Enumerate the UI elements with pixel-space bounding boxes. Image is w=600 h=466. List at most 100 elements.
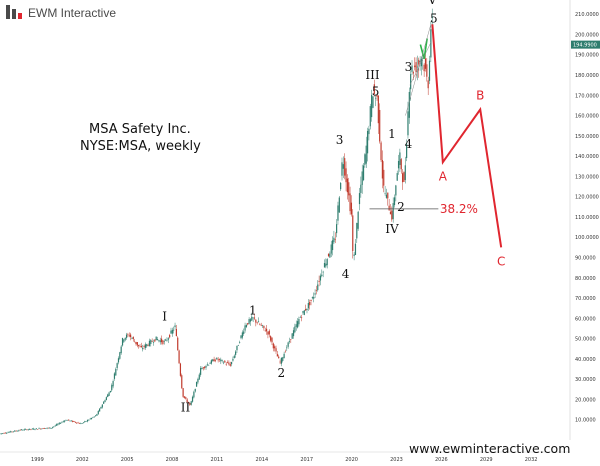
candle-body bbox=[170, 330, 172, 334]
candle-body bbox=[90, 417, 93, 420]
candle-body bbox=[167, 338, 169, 340]
candle-body bbox=[41, 428, 43, 430]
chart-title: MSA Safety Inc. bbox=[89, 122, 191, 137]
candle-body bbox=[34, 429, 36, 430]
candle-body bbox=[165, 339, 167, 341]
candle-body bbox=[144, 344, 147, 348]
candle-body bbox=[375, 97, 377, 99]
candle-body bbox=[100, 406, 102, 409]
candle-body bbox=[372, 96, 374, 108]
candle-body bbox=[342, 164, 344, 169]
candle-body bbox=[61, 422, 63, 423]
candle-body bbox=[73, 421, 75, 422]
candle-body bbox=[369, 106, 371, 127]
candle-body bbox=[107, 394, 109, 398]
wave-label: 2 bbox=[397, 200, 405, 214]
candle-body bbox=[283, 353, 285, 359]
candle-body bbox=[12, 431, 15, 433]
green-subwave bbox=[405, 24, 432, 116]
candle-body bbox=[256, 322, 258, 324]
candle-body bbox=[327, 253, 330, 257]
candle-body bbox=[401, 173, 404, 183]
candle-body bbox=[124, 337, 126, 340]
candle-body bbox=[356, 222, 358, 239]
candle-body bbox=[15, 430, 17, 432]
candle-body bbox=[43, 428, 46, 429]
brand-logo: EWM Interactive bbox=[6, 5, 116, 20]
wave-label: I bbox=[162, 309, 167, 323]
candle-body bbox=[58, 422, 60, 425]
candle-body bbox=[361, 171, 363, 185]
candle-body bbox=[14, 430, 16, 432]
candle-body bbox=[305, 309, 307, 311]
y-tick-label: 170.0000 bbox=[575, 93, 599, 99]
candle-body bbox=[420, 58, 423, 67]
projected-wave-label: C bbox=[497, 255, 505, 269]
candle-body bbox=[261, 325, 264, 326]
candle-body bbox=[346, 178, 348, 193]
candle-body bbox=[362, 165, 365, 181]
candle-body bbox=[358, 193, 361, 205]
candle-body bbox=[353, 254, 355, 256]
candle-body bbox=[388, 205, 390, 211]
candle-body bbox=[116, 363, 118, 368]
y-tick-label: 30.0000 bbox=[575, 377, 596, 383]
candle-body bbox=[97, 410, 99, 414]
candlestick-series bbox=[0, 8, 433, 435]
candle-body bbox=[72, 420, 74, 422]
candle-body bbox=[175, 329, 177, 337]
y-tick-label: 210.0000 bbox=[575, 12, 599, 18]
candle-body bbox=[430, 29, 432, 58]
candle-body bbox=[376, 95, 378, 97]
candle-body bbox=[426, 64, 428, 77]
last-price-value: 194.9900 bbox=[573, 43, 597, 49]
x-tick-label: 2008 bbox=[166, 457, 179, 463]
candle-body bbox=[209, 363, 211, 365]
candle-body bbox=[278, 356, 280, 359]
y-axis: 10.0000 20.0000 30.0000 40.0000 50.0000 60.00… bbox=[569, 0, 599, 440]
candle-body bbox=[151, 341, 153, 342]
candle-body bbox=[27, 429, 29, 431]
candle-body bbox=[0, 433, 2, 435]
candle-body bbox=[19, 429, 21, 431]
candle-body bbox=[62, 421, 64, 422]
candle-body bbox=[311, 297, 313, 299]
candle-body bbox=[113, 373, 116, 379]
candle-body bbox=[336, 224, 338, 234]
candle-body bbox=[49, 427, 51, 429]
candle-body bbox=[255, 319, 257, 323]
candle-body bbox=[373, 84, 375, 94]
candle-body bbox=[69, 420, 71, 422]
candle-body bbox=[292, 330, 295, 337]
fib-retracement: 38.2% bbox=[369, 202, 478, 216]
candle-body bbox=[178, 350, 180, 364]
candle-body bbox=[22, 430, 24, 431]
candle-body bbox=[318, 280, 320, 282]
channel-line bbox=[409, 42, 432, 86]
candle-body bbox=[147, 345, 149, 346]
projected-wave-label: A bbox=[439, 169, 448, 183]
candle-body bbox=[197, 378, 199, 383]
candle-body bbox=[391, 210, 393, 220]
candle-body bbox=[229, 364, 231, 366]
candle-body bbox=[206, 364, 208, 366]
candle-body bbox=[99, 408, 101, 412]
candle-body bbox=[202, 367, 204, 369]
projection-line bbox=[431, 24, 503, 248]
candle-body bbox=[321, 274, 323, 276]
wave-label: 5 bbox=[430, 11, 438, 25]
projected-wave-label: B bbox=[476, 88, 484, 102]
candle-body bbox=[190, 401, 192, 405]
candle-body bbox=[158, 340, 160, 341]
y-tick-label: 100.0000 bbox=[575, 235, 599, 241]
candle-body bbox=[82, 422, 85, 424]
candle-body bbox=[54, 425, 56, 427]
logo-bar-icon bbox=[6, 5, 10, 19]
candle-body bbox=[431, 16, 433, 19]
candle-body bbox=[319, 275, 322, 281]
candle-body bbox=[245, 324, 248, 328]
candle-body bbox=[139, 346, 141, 348]
candle-body bbox=[23, 429, 25, 431]
candle-body bbox=[88, 419, 90, 421]
